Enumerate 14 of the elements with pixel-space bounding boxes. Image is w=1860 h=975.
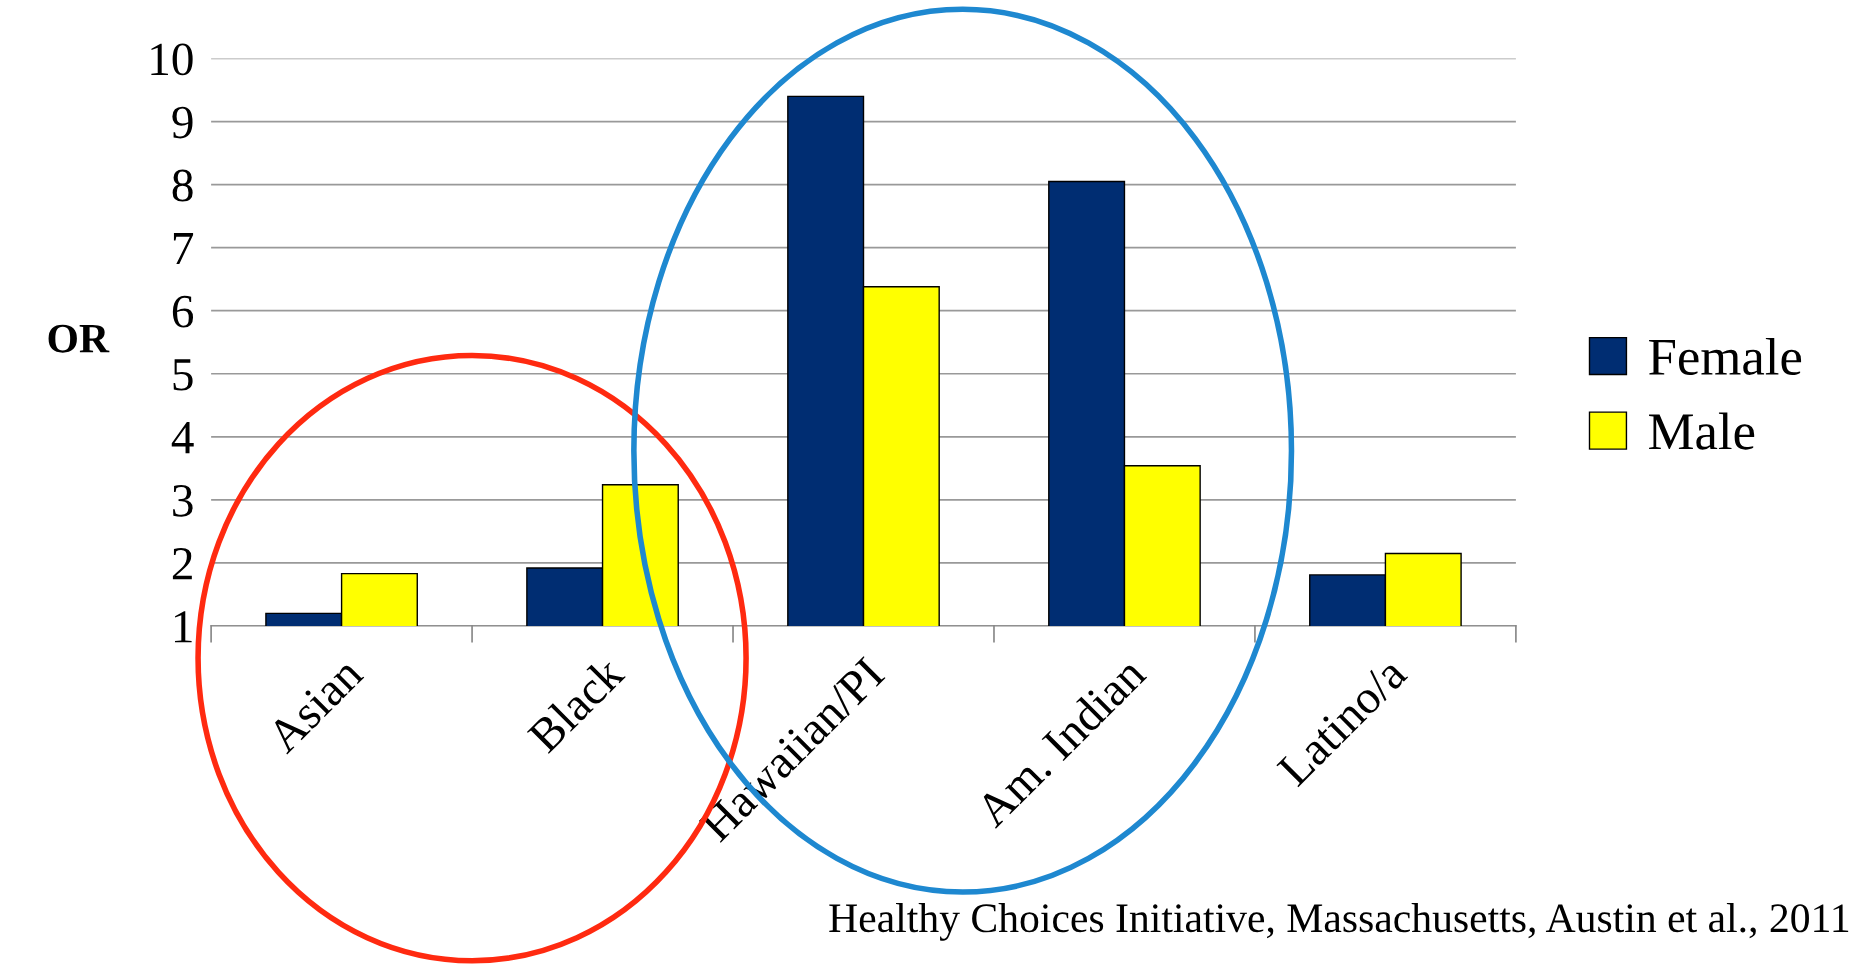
text: Healthy Choices Initiative, Massachusetts, Austin et al., 2011 — [829, 902, 1849, 941]
legend-label: Male — [1649, 412, 1755, 450]
y-tick-label: 9 — [172, 106, 193, 139]
y-tick-label: 2 — [172, 548, 192, 580]
y-axis-title: OR — [48, 324, 110, 353]
y-tick-label: 8 — [172, 169, 193, 202]
y-tick-label: 1 — [174, 611, 192, 643]
y-tick-label: 10 — [151, 43, 193, 76]
legend-label: Female — [1649, 337, 1802, 376]
y-tick-label: 7 — [173, 233, 194, 265]
y-tick-label: 3 — [173, 484, 193, 517]
y-tick-label: 4 — [171, 422, 194, 454]
y-tick-label: 5 — [173, 359, 193, 391]
y-tick-label: 6 — [172, 295, 194, 328]
